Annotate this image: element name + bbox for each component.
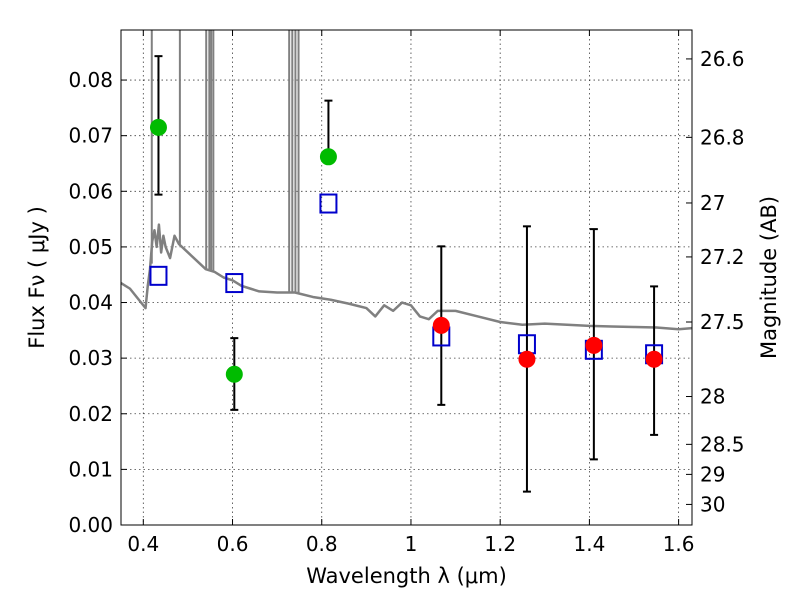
x-tick-label: 1.2	[484, 532, 516, 556]
right-axis-title: Magnitude (AB)	[757, 196, 781, 359]
observed-point	[585, 336, 603, 354]
observed-point	[319, 148, 337, 166]
x-tick-label: 1.6	[663, 532, 695, 556]
x-tick-label: 0.6	[217, 532, 249, 556]
y-tick-label: 0.03	[68, 346, 113, 370]
x-tick-label: 1	[405, 532, 418, 556]
observed-point	[225, 365, 243, 383]
right-tick-label: 30	[700, 492, 725, 516]
data-markers	[149, 118, 664, 383]
y-tick-label: 0.05	[68, 235, 113, 259]
model-square	[149, 265, 168, 286]
observed-point	[645, 350, 663, 368]
right-tick-label: 28.5	[700, 432, 745, 456]
y-tick-label: 0.01	[68, 457, 113, 481]
right-tick-label: 28	[700, 385, 725, 409]
y-tick-label: 0.08	[68, 68, 113, 92]
right-tick-label: 26.6	[700, 47, 745, 71]
model-square	[225, 273, 244, 294]
right-tick-label: 29	[700, 462, 725, 486]
x-tick-label: 1.4	[573, 532, 605, 556]
right-tick-label: 27.2	[700, 245, 745, 269]
y-tick-label: 0.04	[68, 291, 113, 315]
y-tick-label: 0.00	[68, 513, 113, 537]
y-tick-label: 0.02	[68, 402, 113, 426]
y-tick-label: 0.06	[68, 179, 113, 203]
y-tick-label: 0.07	[68, 124, 113, 148]
plot-frame	[120, 29, 693, 526]
grid	[121, 30, 692, 526]
spectrum-line	[120, 223, 693, 331]
x-tick-label: 0.8	[306, 532, 338, 556]
x-axis-title: Wavelength λ (μm)	[306, 564, 507, 588]
x-tick-label: 0.4	[127, 532, 159, 556]
axis-ticks: 0.4 0.6 0.8 1 1.2 1.4 1.6 0.00 0.01 0.02 0.03 0.04 0…	[68, 30, 745, 556]
observed-point	[518, 350, 536, 368]
right-tick-label: 27.5	[700, 310, 745, 334]
right-tick-label: 27	[700, 191, 725, 215]
observed-point	[432, 316, 450, 334]
y-axis-title: Flux Fν ( μJy )	[25, 206, 49, 349]
observed-point	[149, 118, 167, 136]
right-tick-label: 26.8	[700, 125, 745, 149]
model-square	[319, 193, 338, 214]
template-spectrum	[120, 30, 693, 331]
